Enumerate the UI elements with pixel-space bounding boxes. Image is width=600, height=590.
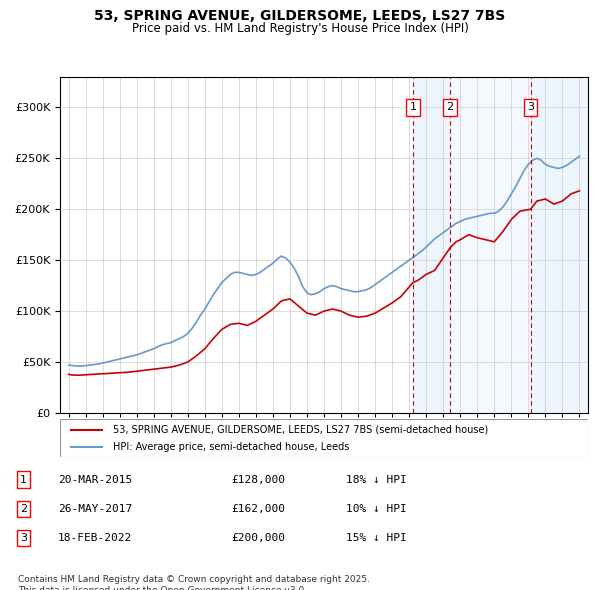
Bar	[530, 77, 588, 413]
Bar	[413, 77, 450, 413]
Text: 26-MAY-2017: 26-MAY-2017	[58, 504, 133, 514]
Text: 20-MAR-2015: 20-MAR-2015	[58, 474, 133, 484]
Text: 53, SPRING AVENUE, GILDERSOME, LEEDS, LS27 7BS (semi-detached house): 53, SPRING AVENUE, GILDERSOME, LEEDS, LS…	[113, 425, 488, 435]
Text: 2: 2	[446, 102, 454, 112]
Text: 3: 3	[20, 533, 27, 543]
Text: £128,000: £128,000	[231, 474, 285, 484]
Text: HPI: Average price, semi-detached house, Leeds: HPI: Average price, semi-detached house,…	[113, 441, 349, 451]
Text: Price paid vs. HM Land Registry's House Price Index (HPI): Price paid vs. HM Land Registry's House …	[131, 22, 469, 35]
Text: 18-FEB-2022: 18-FEB-2022	[58, 533, 133, 543]
Text: 2: 2	[20, 504, 27, 514]
Text: 3: 3	[527, 102, 534, 112]
Text: 1: 1	[20, 474, 27, 484]
Text: 10% ↓ HPI: 10% ↓ HPI	[346, 504, 407, 514]
Text: 15% ↓ HPI: 15% ↓ HPI	[346, 533, 407, 543]
FancyBboxPatch shape	[60, 419, 588, 457]
Text: 53, SPRING AVENUE, GILDERSOME, LEEDS, LS27 7BS: 53, SPRING AVENUE, GILDERSOME, LEEDS, LS…	[94, 9, 506, 23]
Text: 1: 1	[409, 102, 416, 112]
Text: 18% ↓ HPI: 18% ↓ HPI	[346, 474, 407, 484]
Text: Contains HM Land Registry data © Crown copyright and database right 2025.
This d: Contains HM Land Registry data © Crown c…	[18, 575, 370, 590]
Text: £200,000: £200,000	[231, 533, 285, 543]
Bar	[450, 77, 530, 413]
Text: £162,000: £162,000	[231, 504, 285, 514]
